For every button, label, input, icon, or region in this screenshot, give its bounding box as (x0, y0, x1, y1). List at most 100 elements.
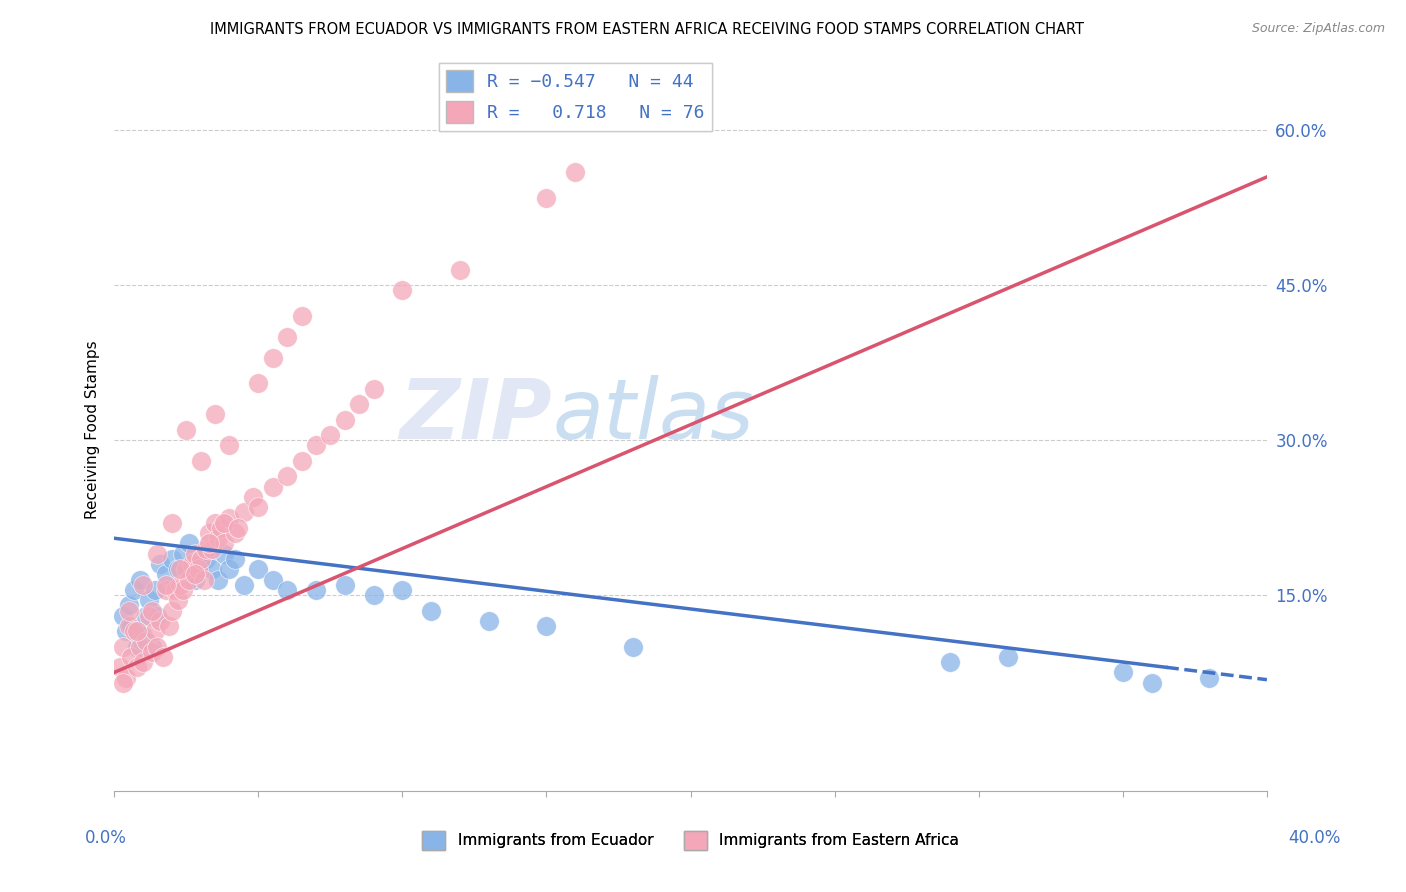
Point (169, 562, 191, 576)
Point (149, 557, 172, 571)
Point (135, 608, 157, 623)
Point (232, 577, 254, 591)
Point (247, 500, 270, 515)
Point (146, 640, 169, 654)
Point (195, 552, 218, 566)
Point (184, 547, 207, 561)
Point (247, 376, 270, 391)
Point (138, 593, 160, 607)
Point (111, 640, 134, 654)
Point (190, 557, 212, 571)
Point (224, 552, 246, 566)
Point (169, 577, 191, 591)
Point (127, 660, 149, 674)
Point (114, 671, 136, 685)
Point (363, 382, 385, 396)
Point (160, 516, 183, 530)
Point (172, 582, 194, 597)
Point (138, 608, 160, 623)
Point (224, 526, 246, 541)
Text: 0.0%: 0.0% (84, 829, 127, 847)
Point (174, 423, 197, 437)
Point (127, 624, 149, 639)
Point (209, 521, 232, 535)
Point (242, 490, 264, 504)
Point (333, 412, 356, 426)
Point (363, 588, 385, 602)
Point (276, 582, 298, 597)
Point (198, 526, 221, 541)
Point (184, 567, 207, 582)
Point (141, 640, 163, 654)
Point (207, 573, 229, 587)
Point (212, 536, 235, 550)
Point (939, 655, 962, 669)
Point (179, 536, 201, 550)
Point (204, 516, 226, 530)
Point (305, 582, 328, 597)
Point (135, 634, 157, 648)
Point (218, 510, 240, 524)
Point (333, 577, 356, 591)
Point (198, 536, 221, 550)
Point (290, 454, 312, 468)
Point (155, 582, 177, 597)
Text: IMMIGRANTS FROM ECUADOR VS IMMIGRANTS FROM EASTERN AFRICA RECEIVING FOOD STAMPS : IMMIGRANTS FROM ECUADOR VS IMMIGRANTS FR… (209, 22, 1084, 37)
Point (181, 557, 204, 571)
Point (172, 547, 194, 561)
Point (536, 619, 558, 633)
Point (262, 351, 284, 365)
Text: Source: ZipAtlas.com: Source: ZipAtlas.com (1251, 22, 1385, 36)
Point (160, 603, 183, 617)
Point (621, 640, 644, 654)
Point (141, 645, 163, 659)
Point (536, 190, 558, 204)
Point (146, 608, 169, 623)
Point (157, 619, 180, 633)
Point (218, 562, 240, 576)
Point (201, 562, 224, 576)
Point (111, 608, 134, 623)
Point (997, 650, 1019, 665)
Point (319, 428, 342, 442)
Point (232, 505, 254, 519)
Point (262, 573, 284, 587)
Text: atlas: atlas (553, 375, 754, 456)
Point (305, 438, 328, 452)
Point (124, 582, 146, 597)
Point (121, 619, 143, 633)
Point (190, 454, 212, 468)
Point (420, 603, 443, 617)
Point (117, 603, 139, 617)
Point (478, 614, 501, 628)
Point (262, 480, 284, 494)
Point (152, 650, 174, 665)
Point (212, 516, 235, 530)
Point (143, 624, 166, 639)
Point (391, 582, 413, 597)
Point (184, 573, 207, 587)
Point (276, 330, 298, 344)
Point (212, 547, 235, 561)
Text: 40.0%: 40.0% (1288, 829, 1341, 847)
Point (204, 408, 226, 422)
Point (132, 655, 155, 669)
Point (160, 552, 183, 566)
Text: ZIP: ZIP (399, 375, 553, 456)
Point (174, 562, 197, 576)
Point (449, 262, 471, 277)
Point (1140, 675, 1163, 690)
Point (163, 582, 186, 597)
Point (121, 650, 143, 665)
Point (247, 562, 270, 576)
Point (111, 675, 134, 690)
Point (141, 603, 163, 617)
Point (132, 577, 155, 591)
Point (124, 624, 146, 639)
Point (391, 284, 413, 298)
Point (179, 573, 201, 587)
Point (276, 469, 298, 483)
Point (129, 640, 152, 654)
Point (155, 567, 177, 582)
Y-axis label: Receiving Food Stamps: Receiving Food Stamps (86, 341, 100, 519)
